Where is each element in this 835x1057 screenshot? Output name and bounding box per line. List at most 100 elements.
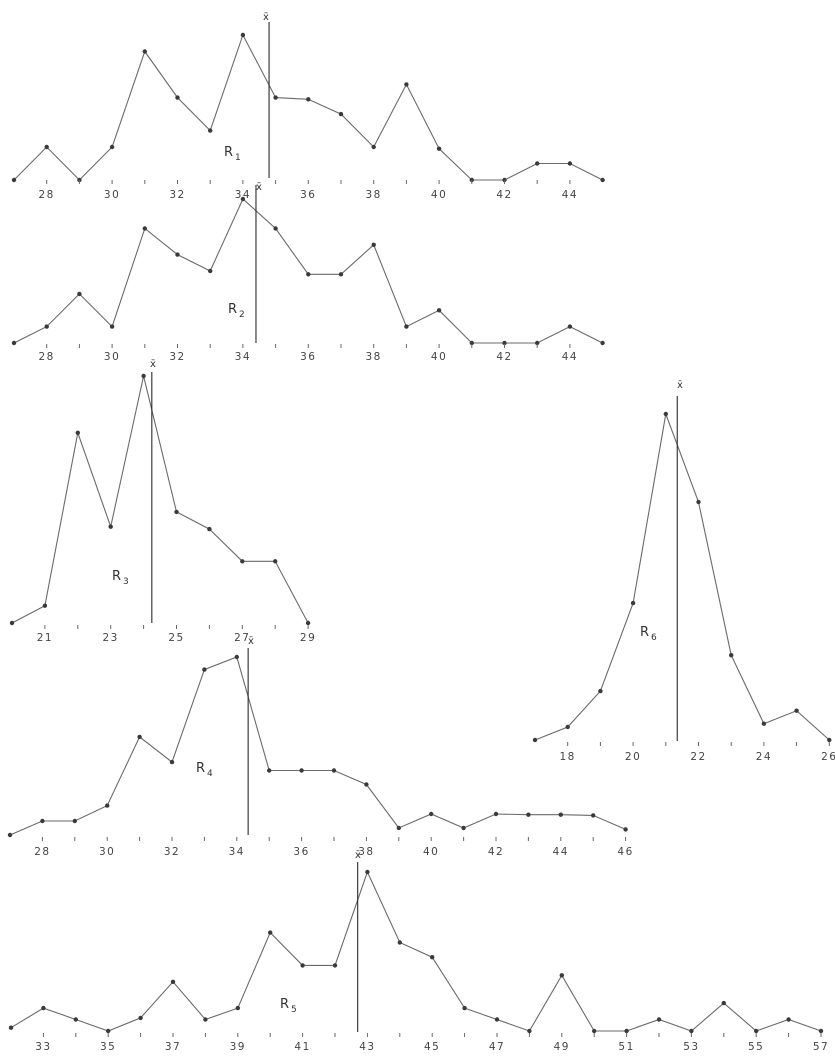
data-point — [77, 291, 82, 297]
data-point — [41, 1005, 46, 1011]
x-tick-label: 44 — [553, 846, 569, 858]
series-line-r2 — [13, 198, 603, 344]
series-line-r5 — [10, 870, 822, 1032]
data-point — [827, 737, 832, 743]
data-point — [174, 509, 179, 515]
mean-label: x̄ — [355, 850, 361, 861]
data-point — [305, 620, 311, 626]
data-point — [338, 111, 344, 117]
x-tick-label: 40 — [431, 351, 447, 363]
data-point — [72, 818, 78, 824]
x-tick-label: 28 — [39, 189, 55, 201]
data-point — [598, 688, 603, 694]
x-tick-label: 49 — [554, 1041, 570, 1053]
x-tick-label: 23 — [103, 632, 119, 644]
x-tick-label: 45 — [424, 1041, 440, 1053]
x-tick-label: 30 — [99, 846, 115, 858]
x-tick-label: 30 — [104, 351, 120, 363]
data-point — [8, 1025, 14, 1030]
panel-r2: 28 30 32 34 36 38 40 42 44 x̄ R 2 — [11, 182, 605, 363]
data-point — [273, 226, 278, 231]
mean-label: x̄ — [263, 12, 269, 23]
data-point — [656, 1017, 662, 1022]
mean-label: x̄ — [677, 380, 683, 391]
data-point — [75, 430, 81, 435]
x-tick-label: 38 — [358, 846, 374, 858]
x-tick-label: 38 — [366, 189, 382, 201]
data-point — [44, 144, 49, 150]
x-tick-label: 37 — [165, 1041, 181, 1053]
x-tick-label: 36 — [300, 189, 316, 201]
data-point — [109, 324, 115, 329]
data-point — [106, 1028, 111, 1034]
x-tick-label: 18 — [560, 751, 576, 763]
data-point — [404, 324, 409, 329]
x-tick-label: 55 — [748, 1041, 764, 1053]
x-tick-label: 30 — [104, 189, 120, 201]
data-point — [300, 963, 305, 968]
data-point — [624, 1028, 629, 1034]
data-point — [689, 1028, 694, 1034]
data-point — [535, 161, 540, 166]
x-tick-label: 39 — [230, 1041, 246, 1053]
data-point — [592, 1028, 597, 1034]
data-point — [331, 768, 337, 773]
data-point — [535, 340, 540, 346]
x-tick-label: 29 — [300, 632, 316, 644]
data-point — [142, 226, 147, 231]
data-point — [108, 524, 113, 529]
data-point — [240, 559, 245, 564]
x-tick-label: 44 — [562, 189, 578, 201]
data-point — [73, 1017, 79, 1022]
data-point — [600, 177, 605, 183]
x-tick-label: 21 — [37, 632, 53, 644]
data-point — [42, 603, 48, 608]
data-point — [404, 82, 409, 87]
data-point — [436, 146, 442, 151]
x-tick-label: 28 — [34, 846, 50, 858]
data-point — [371, 144, 376, 150]
series-line-r4 — [9, 656, 626, 836]
panel-r1: 28 30 32 34 36 38 40 42 44 x̄ R 1 — [11, 12, 605, 201]
data-point — [663, 411, 668, 417]
x-tick-label: 40 — [423, 846, 439, 858]
panel-label-main: R — [112, 569, 121, 584]
x-tick-label: 32 — [164, 846, 180, 858]
data-point — [567, 161, 573, 166]
data-point — [721, 1000, 726, 1006]
data-point — [175, 252, 180, 257]
data-point — [268, 930, 273, 935]
mean-label: x̄ — [256, 182, 262, 193]
panel-label-main: R — [224, 145, 233, 160]
data-point — [306, 97, 311, 102]
data-point — [141, 373, 146, 379]
data-point — [591, 813, 596, 818]
data-point — [436, 308, 442, 313]
x-tick-label: 25 — [168, 632, 184, 644]
data-point — [567, 324, 573, 329]
panel-label-main: R — [228, 302, 237, 317]
x-tick-label: 32 — [169, 189, 185, 201]
data-point — [600, 340, 605, 346]
panel-label-main: R — [640, 625, 649, 640]
data-point — [493, 811, 499, 817]
data-point — [9, 620, 15, 626]
series-line-r3 — [11, 375, 309, 624]
data-point — [203, 1017, 208, 1022]
data-point — [558, 812, 563, 817]
data-point — [494, 1017, 500, 1022]
data-point — [273, 559, 278, 564]
panel-label-sub: 2 — [239, 310, 245, 320]
data-point — [396, 825, 401, 831]
data-point — [267, 768, 272, 773]
panel-label-sub: 6 — [651, 633, 657, 643]
panel-label-main: R — [196, 761, 205, 776]
data-point — [430, 955, 435, 960]
data-point — [235, 1005, 240, 1011]
data-point — [11, 340, 17, 346]
data-point — [240, 32, 246, 38]
data-point — [44, 324, 49, 329]
